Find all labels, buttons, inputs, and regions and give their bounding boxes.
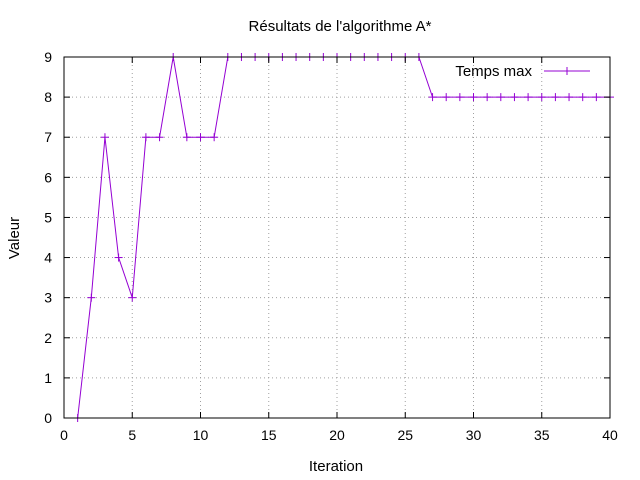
tick-labels: 0 5 10 15 20 25 30 35 40 0 1 2 3 4 5 6 7 8 9: [44, 49, 618, 443]
data-point: [210, 133, 219, 142]
chart-title: Résultats de l'algorithme A*: [249, 18, 432, 35]
data-point: [155, 133, 164, 142]
x-tick-label-0: 0: [60, 427, 68, 443]
x-tick-label-10: 10: [193, 427, 209, 443]
data-point: [483, 93, 492, 102]
legend: Temps max: [455, 63, 590, 80]
series-line-0: [77, 56, 610, 419]
data-point: [537, 93, 546, 102]
data-point: [578, 93, 587, 102]
data-point: [182, 133, 191, 142]
y-axis-title: Valeur: [6, 217, 23, 259]
data-point: [496, 93, 505, 102]
x-axis-title: Iteration: [309, 458, 363, 475]
x-tick-label-20: 20: [329, 427, 345, 443]
data-point: [442, 93, 451, 102]
y-tick-label-5: 5: [44, 209, 52, 225]
data-point: [551, 93, 560, 102]
x-tick-label-15: 15: [261, 427, 277, 443]
data-point: [87, 293, 96, 302]
y-tick-label-3: 3: [44, 290, 52, 306]
data-point: [114, 253, 123, 262]
data-point: [196, 133, 205, 142]
data-point: [469, 93, 478, 102]
y-tick-label-4: 4: [44, 250, 52, 266]
data-point: [510, 93, 519, 102]
data-point: [428, 93, 437, 102]
y-tick-label-6: 6: [44, 169, 52, 185]
y-tick-label-0: 0: [44, 410, 52, 426]
legend-label-temps-max: Temps max: [455, 63, 532, 80]
grid-lines: [64, 57, 610, 418]
legend-marker-temps-max: [563, 67, 571, 75]
data-point: [128, 293, 137, 302]
data-point: [100, 133, 109, 142]
data-point: [592, 93, 601, 102]
axis-ticks: [63, 56, 611, 419]
x-tick-label-5: 5: [128, 427, 136, 443]
data-point: [565, 93, 574, 102]
plot-series: [73, 53, 614, 422]
y-tick-label-7: 7: [44, 129, 52, 145]
data-point: [524, 93, 533, 102]
y-tick-label-8: 8: [44, 89, 52, 105]
x-tick-label-30: 30: [466, 427, 482, 443]
y-tick-label-9: 9: [44, 49, 52, 65]
y-tick-label-1: 1: [44, 370, 52, 386]
data-point: [455, 93, 464, 102]
data-point: [141, 133, 150, 142]
x-tick-label-35: 35: [534, 427, 550, 443]
x-tick-label-40: 40: [602, 427, 618, 443]
y-tick-label-2: 2: [44, 330, 52, 346]
x-tick-label-25: 25: [397, 427, 413, 443]
